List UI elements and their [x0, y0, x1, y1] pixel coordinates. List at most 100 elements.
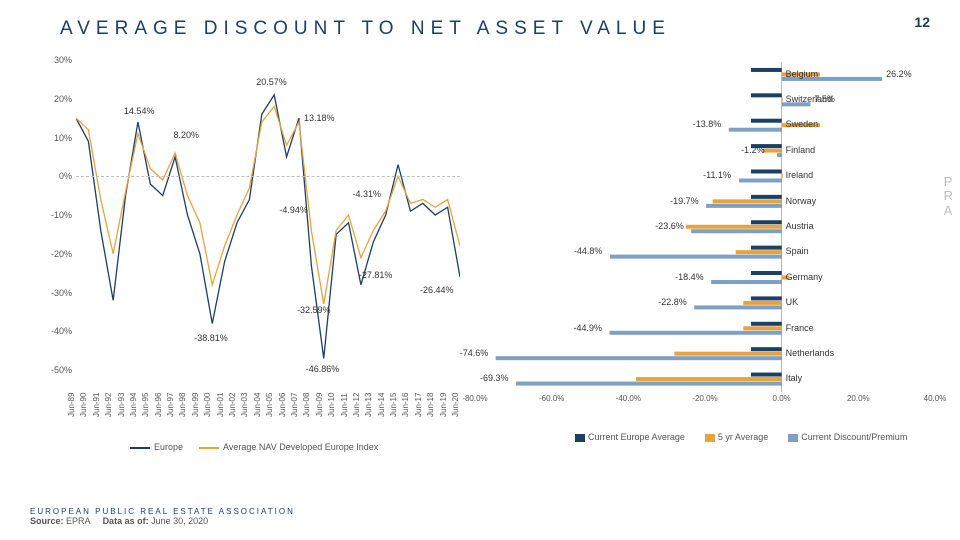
bar-category-label: Austria — [786, 221, 814, 231]
bar-category-label: Belgium — [786, 69, 819, 79]
bar-belgium-0 — [751, 68, 782, 72]
line-chart-x-tick: Jun-13 — [364, 393, 373, 417]
line-chart-x-tick: Jun-12 — [352, 393, 361, 417]
bar-value-label: -18.4% — [675, 272, 704, 282]
bar-category-label: Ireland — [786, 170, 814, 180]
line-chart-x-tick: Jun-94 — [129, 393, 138, 417]
line-chart-x-tick: Jun-14 — [377, 393, 386, 417]
bar-chart-x-tick: 20.0% — [847, 394, 870, 403]
bar-netherlands-2 — [496, 356, 782, 360]
bar-switzerland-1 — [782, 98, 783, 102]
bar-legend-item: 5 yr Average — [705, 432, 768, 442]
bar-chart: -80.0%-60.0%-40.0%-20.0%0.0%20.0%40.0% C… — [475, 62, 935, 442]
line-series-europe — [76, 95, 460, 359]
line-chart-x-tick: Jun-03 — [240, 393, 249, 417]
bar-switzerland-0 — [751, 93, 782, 97]
bar-value-label: -44.8% — [574, 246, 603, 256]
page: AVERAGE DISCOUNT TO NET ASSET VALUE 12 J… — [0, 0, 960, 540]
line-chart-y-tick: -50% — [34, 365, 72, 375]
bar-value-label: -74.6% — [460, 348, 489, 358]
bar-chart-x-tick: -60.0% — [539, 394, 564, 403]
line-chart-point-label: -38.81% — [194, 333, 228, 343]
line-chart-point-label: -4.94% — [279, 205, 308, 215]
bar-germany-2 — [711, 280, 782, 284]
bar-ireland-2 — [739, 178, 782, 182]
line-legend-item: Europe — [130, 442, 183, 452]
bar-italy-2 — [516, 382, 782, 386]
line-chart-x-tick: Jun-05 — [265, 393, 274, 417]
line-chart-legend: EuropeAverage NAV Developed Europe Index — [130, 442, 378, 452]
line-chart-x-tick: Jun-07 — [290, 393, 299, 417]
line-chart-x-tick: Jun-90 — [79, 393, 88, 417]
line-chart-y-tick: 20% — [34, 94, 72, 104]
bar-italy-1 — [636, 377, 782, 381]
watermark: P R A — [944, 175, 954, 218]
line-chart-x-tick: Jun-20 — [451, 393, 460, 417]
bar-sweden-0 — [751, 119, 782, 123]
line-chart-point-label: 20.57% — [256, 77, 287, 87]
bar-chart-x-ticks: -80.0%-60.0%-40.0%-20.0%0.0%20.0%40.0% — [475, 394, 935, 406]
bar-austria-2 — [691, 229, 781, 233]
footer: EUROPEAN PUBLIC REAL ESTATE ASSOCIATION … — [30, 507, 295, 526]
bar-austria-1 — [686, 225, 782, 229]
bar-ireland-1 — [782, 174, 783, 178]
bar-chart-x-tick: -40.0% — [616, 394, 641, 403]
line-chart-x-tick: Jun-00 — [203, 393, 212, 417]
bar-category-label: France — [786, 323, 814, 333]
bar-category-label: Sweden — [786, 119, 819, 129]
bar-netherlands-0 — [751, 347, 782, 351]
line-series-average-nav-developed-europe-index — [76, 107, 460, 305]
line-chart-x-tick: Jun-18 — [426, 393, 435, 417]
bar-finland-1 — [763, 149, 782, 153]
line-chart-x-tick: Jun-11 — [340, 393, 349, 417]
line-chart-x-tick: Jun-92 — [104, 393, 113, 417]
bar-category-label: Spain — [786, 246, 809, 256]
bar-chart-legend: Current Europe Average5 yr AverageCurren… — [575, 432, 907, 442]
bar-france-1 — [743, 326, 781, 330]
bar-category-label: UK — [786, 297, 799, 307]
bar-value-label: -69.3% — [480, 373, 509, 383]
bar-chart-x-tick: 40.0% — [924, 394, 947, 403]
bar-spain-0 — [751, 246, 782, 250]
bar-category-label: Finland — [786, 145, 816, 155]
bar-ireland-0 — [751, 169, 782, 173]
bar-chart-x-tick: 0.0% — [773, 394, 791, 403]
page-number: 12 — [914, 14, 930, 30]
footer-source-line: Source: EPRA Data as of: June 30, 2020 — [30, 516, 295, 526]
bar-value-label: -23.6% — [655, 221, 684, 231]
bar-value-label: 7.5% — [814, 94, 835, 104]
bar-category-label: Netherlands — [786, 348, 835, 358]
bar-category-label: Norway — [786, 196, 817, 206]
bar-austria-0 — [751, 220, 782, 224]
line-chart-x-tick: Jun-10 — [327, 393, 336, 417]
bar-uk-0 — [751, 296, 782, 300]
bar-value-label: -1.2% — [741, 145, 765, 155]
bar-chart-x-tick: -20.0% — [692, 394, 717, 403]
bar-category-label: Germany — [786, 272, 823, 282]
bar-value-label: 26.2% — [886, 69, 912, 79]
line-chart-y-tick: -20% — [34, 249, 72, 259]
bar-finland-2 — [777, 153, 782, 157]
bar-uk-2 — [694, 305, 781, 309]
bar-value-label: -22.8% — [658, 297, 687, 307]
line-chart-x-tick: Jun-91 — [92, 393, 101, 417]
line-chart-x-tick: Jun-09 — [315, 393, 324, 417]
line-chart: Jun-89Jun-90Jun-91Jun-92Jun-93Jun-94Jun-… — [30, 60, 460, 415]
footer-date-label: Data as of: — [103, 516, 149, 526]
line-chart-x-tick: Jun-93 — [117, 393, 126, 417]
line-chart-x-tick: Jun-02 — [228, 393, 237, 417]
footer-date-val: June 30, 2020 — [151, 516, 208, 526]
bar-chart-x-tick: -80.0% — [462, 394, 487, 403]
bar-norway-0 — [751, 195, 782, 199]
bar-value-label: -13.8% — [693, 119, 722, 129]
footer-org: EUROPEAN PUBLIC REAL ESTATE ASSOCIATION — [30, 507, 295, 516]
bar-value-label: -19.7% — [670, 196, 699, 206]
bar-legend-item: Current Discount/Premium — [788, 432, 907, 442]
line-chart-y-tick: -40% — [34, 326, 72, 336]
line-chart-x-tick: Jun-97 — [166, 393, 175, 417]
bar-netherlands-1 — [674, 352, 781, 356]
line-chart-x-tick: Jun-99 — [191, 393, 200, 417]
line-chart-y-tick: -10% — [34, 210, 72, 220]
bar-germany-0 — [751, 271, 782, 275]
line-chart-x-tick: Jun-95 — [141, 393, 150, 417]
